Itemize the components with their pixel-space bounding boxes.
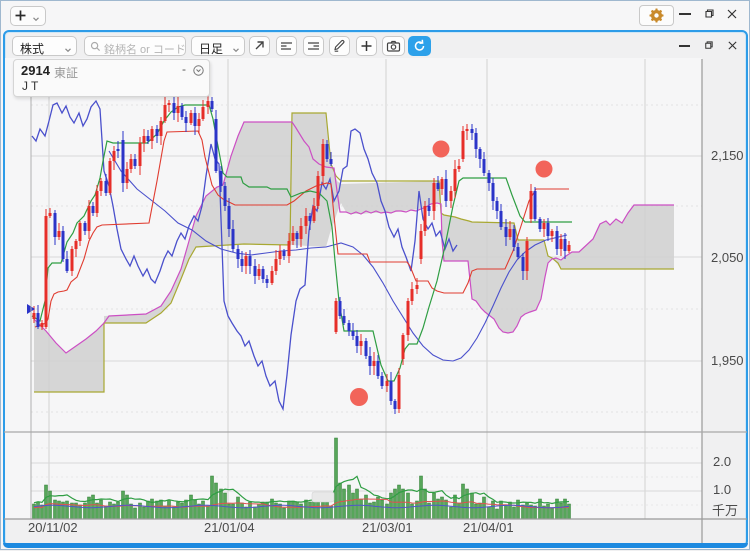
svg-text:21/04/01: 21/04/01 xyxy=(463,520,514,535)
svg-text:20/11/02: 20/11/02 xyxy=(28,520,78,535)
svg-text:千万: 千万 xyxy=(712,503,738,518)
svg-text:2,150: 2,150 xyxy=(711,148,744,163)
svg-text:21/03/01: 21/03/01 xyxy=(362,520,413,535)
svg-text:2,050: 2,050 xyxy=(711,250,744,265)
svg-text:21/01/04: 21/01/04 xyxy=(204,520,255,535)
svg-text:1,950: 1,950 xyxy=(711,353,744,368)
svg-text:1.0: 1.0 xyxy=(713,482,731,497)
svg-text:2.0: 2.0 xyxy=(713,454,731,469)
